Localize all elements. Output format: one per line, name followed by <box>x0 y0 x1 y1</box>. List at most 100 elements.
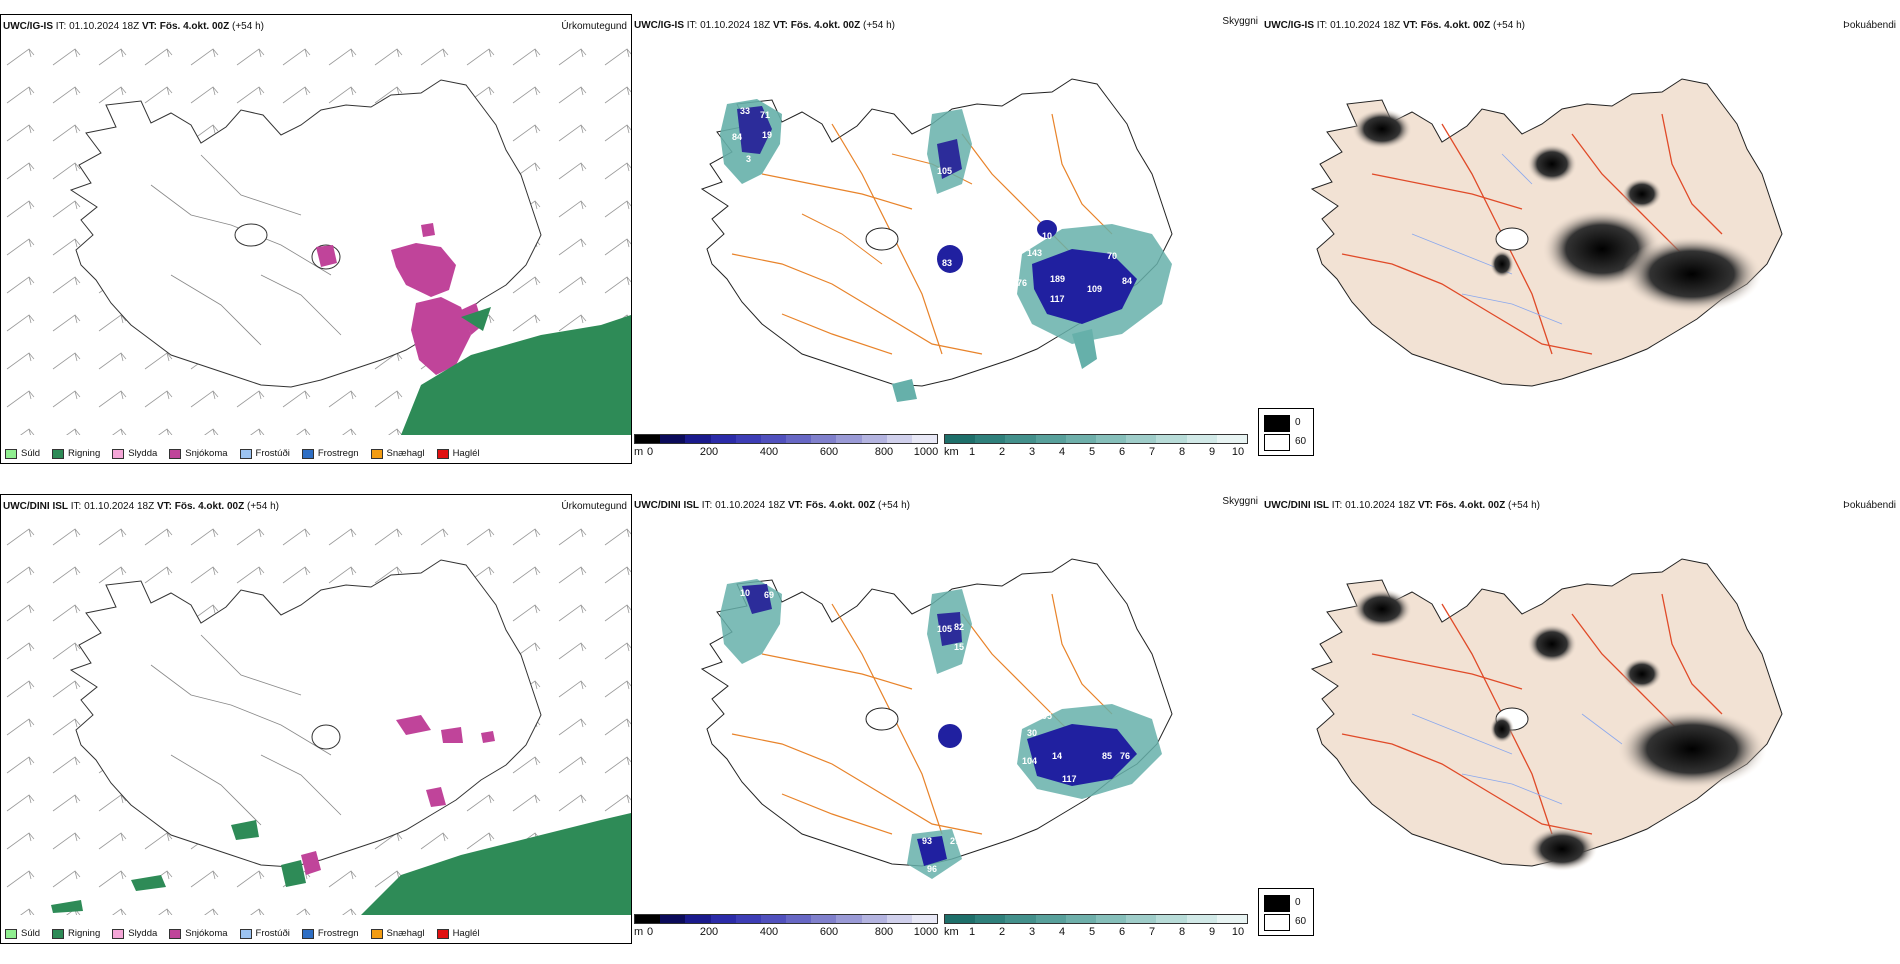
precip-title: Úrkomutegund <box>561 21 627 32</box>
fog-title: Þokuábendi <box>1843 20 1896 31</box>
fog-swatch <box>1264 415 1290 432</box>
km-tick: 7 <box>1148 446 1156 458</box>
precip-map <box>1 35 631 435</box>
legend-item: Snjókoma <box>169 928 228 939</box>
visibility-map: 33 71 19 84 3 105 93 10 143 83 76 189 11… <box>700 78 1173 402</box>
legend-item: Rigning <box>52 928 100 939</box>
km-tick: 6 <box>1118 446 1126 458</box>
model-name: UWC/DINI ISL <box>3 501 68 512</box>
height-tick: 600 <box>819 446 839 458</box>
height-label: 84 <box>732 132 742 142</box>
panel-header: UWC/IG-IS IT: 01.10.2024 18Z VT: Fös. 4.… <box>634 20 895 31</box>
km-tick: 2 <box>998 446 1006 458</box>
height-label: 83 <box>942 258 952 268</box>
fog-swatch <box>1264 914 1290 931</box>
legend-item: Frostregn <box>301 448 359 459</box>
height-label: 143 <box>1027 248 1042 258</box>
height-label: 10 <box>740 588 750 598</box>
km-colorbar: km 1 2 3 4 5 6 7 8 9 10 <box>944 914 1250 940</box>
legend-swatch <box>169 448 182 459</box>
model-row-dini: UWC/DINI ISL IT: 01.10.2024 18Z VT: Fös.… <box>0 494 1900 964</box>
height-label: 104 <box>1022 756 1037 766</box>
height-label: 105 <box>937 166 952 176</box>
it-value: 01.10.2024 18Z <box>84 501 155 512</box>
height-colorbar: m 0 200 400 600 800 1000 <box>634 434 944 460</box>
panel-header: UWC/DINI ISL IT: 01.10.2024 18Z VT: Fös.… <box>3 501 279 512</box>
height-label: 93 <box>942 194 952 204</box>
height-label: 85 <box>1102 751 1112 761</box>
vt-label: VT: <box>141 21 157 32</box>
height-label: 109 <box>1087 284 1102 294</box>
height-label: 271 <box>950 836 965 846</box>
model-name: UWC/DINI ISL <box>1264 500 1329 511</box>
km-tick: 10 <box>1231 446 1245 458</box>
legend-swatch <box>239 928 252 939</box>
height-tick: 1000 <box>913 926 939 938</box>
height-tick: 400 <box>759 446 779 458</box>
precip-type-panel: UWC/IG-IS IT: 01.10.2024 18Z VT: Fös. 4.… <box>0 14 632 464</box>
panel-header: UWC/IG-IS IT: 01.10.2024 18Z VT: Fös. 4.… <box>1264 20 1525 31</box>
km-tick: 3 <box>1028 446 1036 458</box>
height-label: 30 <box>1027 728 1037 738</box>
legend-item: Haglél <box>436 928 480 939</box>
visibility-panel: UWC/IG-IS IT: 01.10.2024 18Z VT: Fös. 4.… <box>632 14 1262 464</box>
km-tick: 4 <box>1058 926 1066 938</box>
height-tick: 200 <box>699 926 719 938</box>
km-tick: 9 <box>1208 446 1216 458</box>
km-tick: 2 <box>998 926 1006 938</box>
fog-legend-label: 60 <box>1295 916 1307 927</box>
height-label: 69 <box>764 590 774 600</box>
km-tick: 9 <box>1208 926 1216 938</box>
km-tick: 1 <box>968 446 976 458</box>
height-tick: 600 <box>819 926 839 938</box>
vt-value: Fös. 4.okt. 00Z <box>174 501 245 512</box>
height-unit: m <box>634 446 644 458</box>
height-label: 96 <box>927 864 937 874</box>
km-tick: 7 <box>1148 926 1156 938</box>
legend-swatch <box>5 928 17 939</box>
legend-item: Súld <box>5 448 40 459</box>
height-tick: 800 <box>874 446 894 458</box>
legend-item: Rigning <box>52 448 100 459</box>
km-tick: 10 <box>1231 926 1245 938</box>
height-colorbar: m 0 200 400 600 800 1000 <box>634 914 944 940</box>
km-tick: 8 <box>1178 446 1186 458</box>
km-tick: 1 <box>968 926 976 938</box>
precip-legend: Súld Rigning Slydda Snjókoma Frostúði Fr… <box>5 928 480 939</box>
fog-legend-label: 60 <box>1295 436 1307 447</box>
vt-value: Fös. 4.okt. 00Z <box>159 21 230 32</box>
height-label: 16 <box>1062 796 1072 806</box>
visibility-panel: UWC/DINI ISL IT: 01.10.2024 18Z VT: Fös.… <box>632 494 1262 944</box>
panel-header: UWC/DINI ISL IT: 01.10.2024 18Z VT: Fös.… <box>634 500 910 511</box>
fog-swatch <box>1264 434 1290 451</box>
height-tick: 800 <box>874 926 894 938</box>
legend-swatch <box>169 928 182 939</box>
height-label: 189 <box>1050 274 1065 284</box>
km-tick: 5 <box>1088 926 1096 938</box>
vt-label: VT: <box>156 501 172 512</box>
height-label: 105 <box>937 624 952 634</box>
height-label: 10 <box>1042 231 1052 241</box>
visibility-map: 10 69 105 82 15 95 30 104 14 85 76 117 1… <box>700 558 1173 879</box>
fog-legend-label: 0 <box>1295 417 1301 428</box>
it-label: IT: <box>70 501 82 512</box>
legend-item: Frostúði <box>239 448 290 459</box>
legend-swatch <box>112 928 125 939</box>
legend-swatch <box>436 928 449 939</box>
it-label: IT: <box>55 21 67 32</box>
visibility-labels: 33 71 19 84 3 105 93 10 143 83 76 189 11… <box>732 106 1132 354</box>
height-label: 33 <box>740 106 750 116</box>
height-label: 14 <box>1052 751 1062 761</box>
model-row-igis: UWC/IG-IS IT: 01.10.2024 18Z VT: Fös. 4.… <box>0 14 1900 484</box>
height-label: 3 <box>746 154 751 164</box>
legend-item: Frostúði <box>239 928 290 939</box>
precip-map <box>1 515 631 915</box>
fog-swatch <box>1264 895 1290 912</box>
height-bar-swatches <box>634 914 938 924</box>
visibility-title: Skyggni <box>1222 16 1258 27</box>
height-label: 19 <box>762 130 772 140</box>
precip-type-panel: UWC/DINI ISL IT: 01.10.2024 18Z VT: Fös.… <box>0 494 632 944</box>
km-tick: 3 <box>1028 926 1036 938</box>
height-tick: 0 <box>646 926 654 938</box>
legend-item: Slydda <box>112 448 157 459</box>
